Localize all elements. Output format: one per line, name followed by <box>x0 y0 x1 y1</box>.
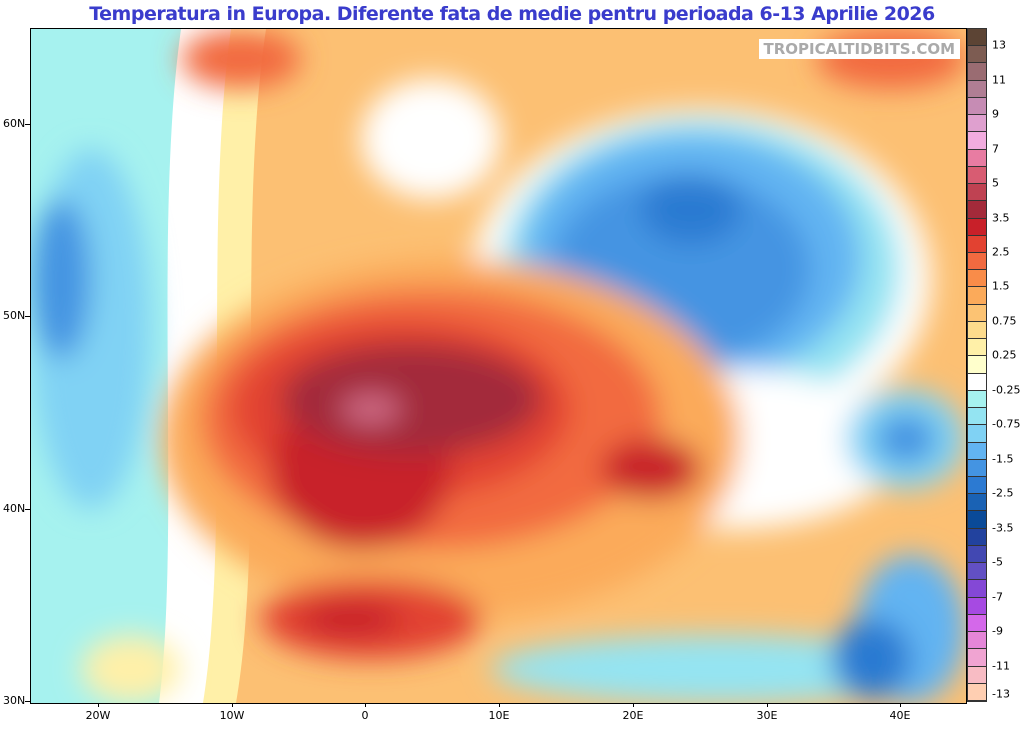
lat-tick <box>25 124 30 125</box>
lon-tick <box>900 703 901 707</box>
map-title: Temperatura in Europa. Diferente fata de… <box>89 3 935 25</box>
colorbar-label: 0.75 <box>992 314 1017 328</box>
colorbar-bin <box>968 46 986 64</box>
anomaly-map: TROPICALTIDBITS.COM <box>30 28 967 704</box>
lon-tick <box>232 703 233 707</box>
colorbar-bin <box>968 666 986 684</box>
colorbar-bin <box>968 132 986 150</box>
colorbar-bin <box>968 459 986 477</box>
colorbar-label: -0.25 <box>992 383 1021 397</box>
lat-label: 60N <box>3 117 26 130</box>
colorbar-bin <box>968 356 986 374</box>
colorbar-label: -13 <box>992 687 1010 701</box>
colorbar-label: -9 <box>992 624 1003 638</box>
colorbar-bin <box>968 442 986 460</box>
colorbar-label: 11 <box>992 73 1006 87</box>
colorbar-bin <box>968 218 986 236</box>
lon-tick <box>499 703 500 707</box>
colorbar-bin <box>968 80 986 98</box>
colorbar-label: 2.5 <box>992 245 1010 259</box>
colorbar-label: 13 <box>992 38 1006 52</box>
lon-tick <box>633 703 634 707</box>
colorbar-bin <box>968 614 986 633</box>
colorbar-bin <box>968 184 986 202</box>
colorbar-label: 5 <box>992 176 999 190</box>
lon-label: 10W <box>219 709 245 722</box>
colorbar-bin <box>968 304 986 322</box>
colorbar-bin <box>968 477 986 495</box>
colorbar-label: 7 <box>992 142 999 156</box>
colorbar-bin <box>968 63 986 81</box>
colorbar-bin <box>968 321 986 340</box>
colorbar-label: 1.5 <box>992 279 1010 293</box>
colorbar-bin <box>968 390 986 409</box>
colorbar-bin <box>968 97 986 116</box>
colorbar-bin <box>968 597 986 615</box>
lat-label: 50N <box>3 309 26 322</box>
colorbar-bin <box>968 511 986 529</box>
colorbar-bin <box>968 408 986 426</box>
colorbar-bin <box>968 287 986 305</box>
lon-label: 30E <box>756 709 778 722</box>
colorbar-label: 9 <box>992 107 999 121</box>
colorbar-label: -3.5 <box>992 521 1014 535</box>
lon-tick <box>98 703 99 707</box>
colorbar-bin <box>968 649 986 667</box>
colorbar-bin <box>968 29 986 47</box>
colorbar-bin <box>968 494 986 512</box>
colorbar-bin <box>968 235 986 253</box>
lon-tick <box>365 703 366 707</box>
lat-label: 40N <box>3 502 26 515</box>
colorbar-label: -0.75 <box>992 417 1021 431</box>
colorbar-bin <box>968 115 986 133</box>
colorbar-bin <box>968 149 986 167</box>
colorbar-bin <box>968 580 986 598</box>
colorbar-label: -5 <box>992 555 1003 569</box>
lat-tick <box>25 316 30 317</box>
field-blobs <box>31 29 966 703</box>
colorbar-label: -7 <box>992 590 1003 604</box>
temperature-field <box>31 29 966 703</box>
colorbar <box>967 28 987 702</box>
colorbar-bin <box>968 253 986 271</box>
watermark: TROPICALTIDBITS.COM <box>758 39 960 59</box>
lon-label: 40E <box>889 709 911 722</box>
lon-label: 10E <box>488 709 510 722</box>
lon-label: 20E <box>622 709 644 722</box>
colorbar-bin <box>968 425 986 443</box>
colorbar-label: -1.5 <box>992 452 1014 466</box>
colorbar-bin <box>968 373 986 391</box>
colorbar-bin <box>968 563 986 581</box>
colorbar-bin <box>968 201 986 219</box>
colorbar-label: 3.5 <box>992 211 1010 225</box>
colorbar-bin <box>968 166 986 185</box>
colorbar-label: -11 <box>992 659 1010 673</box>
lat-tick <box>25 509 30 510</box>
lon-tick <box>767 703 768 707</box>
colorbar-bin <box>968 683 986 701</box>
lat-tick <box>25 701 30 702</box>
colorbar-label: 0.25 <box>992 348 1017 362</box>
lon-label: 20W <box>85 709 111 722</box>
colorbar-bin <box>968 270 986 288</box>
lon-label: 0 <box>361 709 369 722</box>
lat-label: 30N <box>3 694 26 707</box>
colorbar-bin <box>968 528 986 546</box>
colorbar-bin <box>968 339 986 357</box>
colorbar-label: -2.5 <box>992 486 1014 500</box>
colorbar-bin <box>968 545 986 564</box>
colorbar-bin <box>968 632 986 650</box>
